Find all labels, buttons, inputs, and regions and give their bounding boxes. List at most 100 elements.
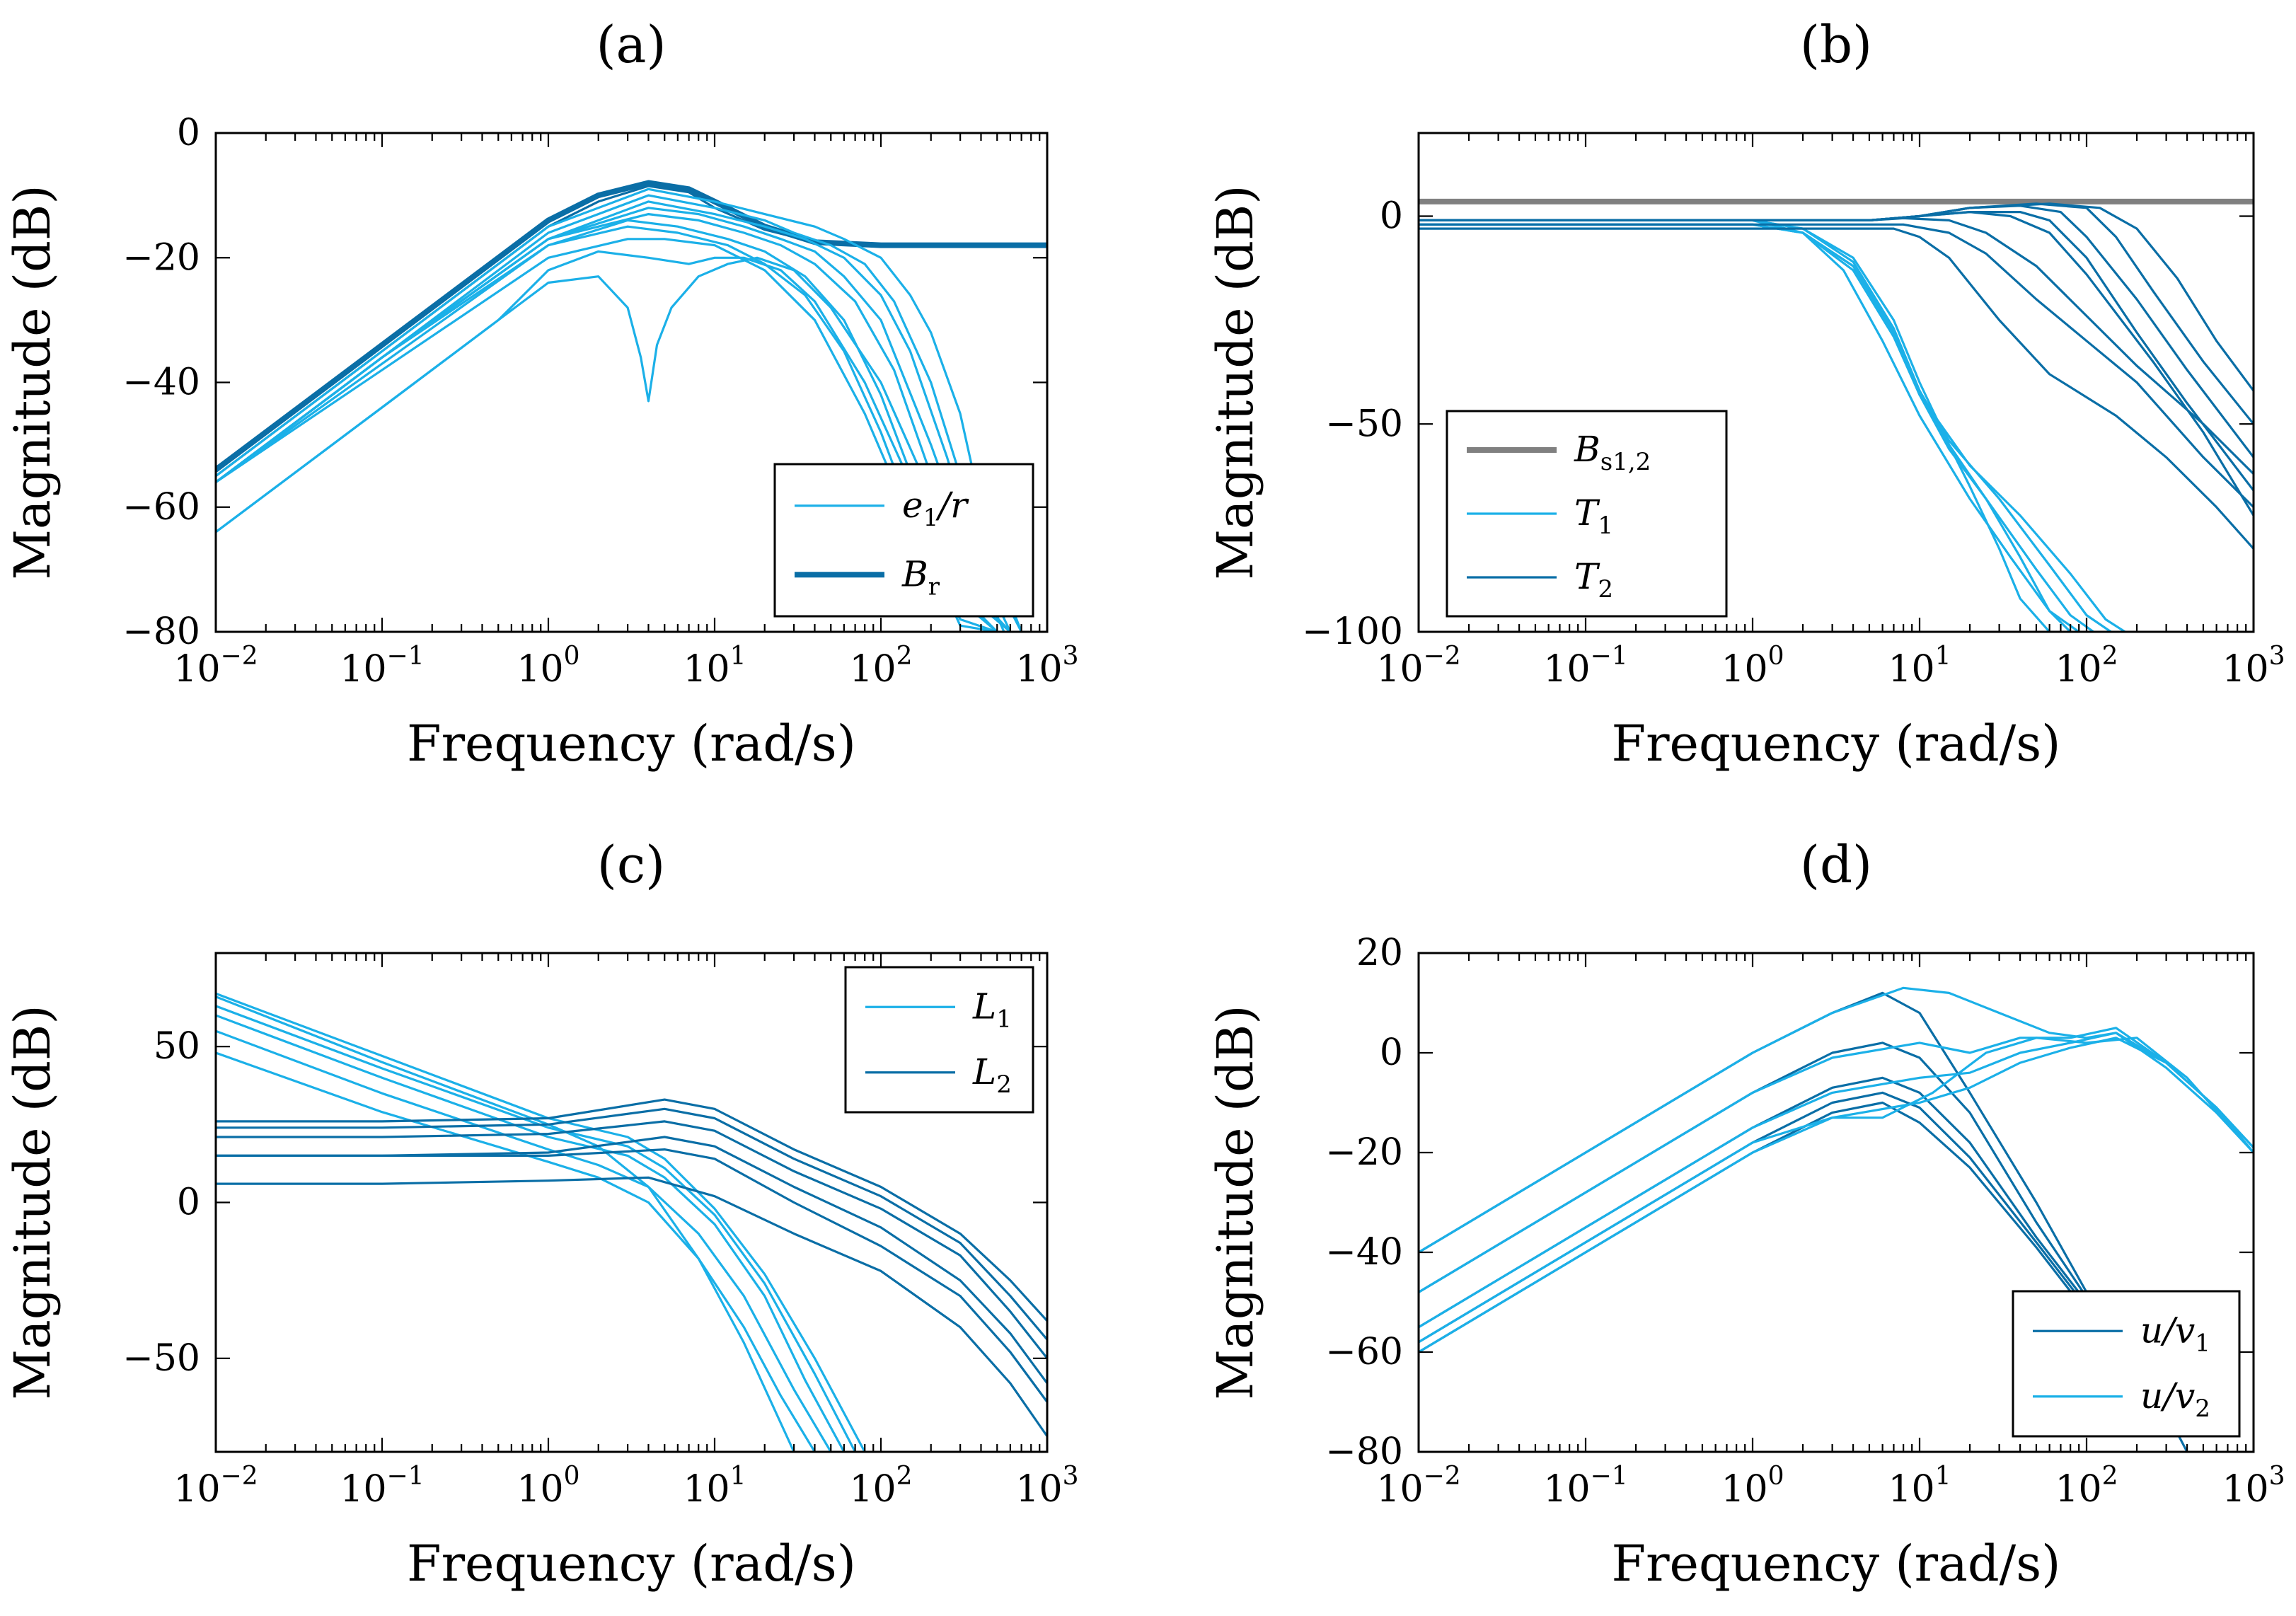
y-tick-label: −100 (1302, 611, 1403, 653)
panel-c: (c) 10−2 10−1 100 101 102 103 50 0 −50 Frequency (… (4, 835, 1079, 1593)
x-tick-label: 100 (1721, 642, 1784, 691)
y-tick-label: −40 (1325, 1231, 1403, 1274)
x-tick-label: 10−1 (340, 642, 424, 691)
panel-title-d: (d) (1800, 835, 1872, 894)
series-line-c-7 (216, 1107, 1047, 1341)
series-line-c-4 (216, 1051, 817, 1452)
y-axis-label: Magnitude (dB) (1206, 185, 1264, 579)
legend-label: e1/r (902, 485, 969, 532)
x-tick-label: 101 (683, 642, 746, 691)
x-tick-label: 10−2 (173, 1462, 258, 1511)
series-group (216, 992, 1047, 1452)
y-tick-label: 20 (1356, 932, 1403, 974)
series-line-c-5 (216, 995, 795, 1452)
x-tick-label: 103 (2222, 1462, 2285, 1511)
x-tick-label: 10−1 (340, 1462, 424, 1511)
y-axis-label: Magnitude (dB) (4, 1005, 62, 1399)
series-line-c-8 (216, 1120, 1047, 1360)
y-tick-label: −40 (122, 362, 200, 404)
series-line-c-0 (216, 992, 866, 1452)
legend-label: u/v1 (2140, 1310, 2210, 1357)
panel-d: (d) 10−2 10−1 100 101 102 103 20 0 −20 −40 −60 −80 Fr… (1206, 835, 2285, 1593)
legend: e1/r Br (773, 463, 1034, 618)
legend-box (2012, 1290, 2241, 1438)
series-group (1419, 986, 2254, 1452)
y-axis-label: Magnitude (dB) (4, 185, 62, 579)
series-line-b-14 (1419, 227, 2254, 550)
x-tick-label: 100 (517, 1462, 579, 1511)
series-line-d-8 (1419, 1037, 2254, 1354)
legend-label: Bs1,2 (1574, 429, 1651, 476)
series-line-b-8 (1419, 202, 2254, 425)
series-group (1419, 198, 2254, 632)
series-line-a-11 (216, 250, 998, 632)
legend-label: Br (901, 553, 940, 601)
series-line-c-6 (216, 1098, 1047, 1322)
x-tick-label: 10−1 (1543, 642, 1627, 691)
y-tick-label: −20 (122, 236, 200, 279)
x-tick-label: 101 (1888, 1462, 1951, 1511)
y-axis-label: Magnitude (dB) (1206, 1005, 1264, 1399)
x-tick-label: 103 (1015, 1462, 1078, 1511)
series-line-c-2 (216, 1014, 846, 1452)
panel-title-c: (c) (597, 835, 666, 894)
x-tick-label: 10−1 (1543, 1462, 1627, 1511)
series-line-b-9 (1419, 202, 2254, 392)
axes-frame (1417, 132, 2255, 633)
y-tick-label: 0 (1380, 1032, 1403, 1074)
series-line-d-7 (1419, 1032, 2254, 1329)
legend-label: u/v2 (2140, 1375, 2210, 1423)
x-axis-label: Frequency (rad/s) (1612, 1535, 2061, 1593)
x-tick-label: 100 (517, 642, 579, 691)
y-tick-label: −80 (1325, 1431, 1403, 1473)
y-tick-label: −20 (1325, 1131, 1403, 1174)
panel-title-a: (a) (596, 15, 666, 74)
x-axis-label: Frequency (rad/s) (1612, 715, 2061, 773)
legend-box (844, 966, 1034, 1114)
y-tick-label: −50 (122, 1337, 200, 1380)
x-axis-label: Frequency (rad/s) (407, 1535, 856, 1593)
series-line-a-10 (216, 256, 1012, 632)
x-tick-label: 102 (2055, 642, 2118, 691)
x-tick-label: 10−2 (1376, 642, 1460, 691)
series-line-c-1 (216, 1005, 857, 1452)
series-line-d-9 (1419, 1037, 2254, 1344)
legend-box (773, 463, 1034, 618)
y-tick-label: 0 (177, 1182, 200, 1224)
y-tick-label: −80 (122, 611, 200, 653)
x-tick-label: 10−2 (1376, 1462, 1460, 1511)
x-ticks (214, 133, 1041, 632)
y-tick-label: 0 (1380, 195, 1403, 238)
x-ticks (1417, 953, 2247, 1452)
x-tick-label: 101 (683, 1462, 746, 1511)
legend: Bs1,2 T1 T2 (1446, 410, 1728, 618)
series-line-c-11 (216, 1176, 1047, 1438)
x-axis-label: Frequency (rad/s) (407, 715, 856, 773)
series-line-a-1 (216, 185, 1047, 478)
x-tick-label: 10−2 (173, 642, 258, 691)
x-tick-label: 102 (2055, 1462, 2118, 1511)
y-tick-label: 50 (154, 1025, 200, 1068)
y-tick-label: −60 (122, 486, 200, 529)
x-tick-label: 101 (1888, 642, 1951, 691)
series-line-b-12 (1419, 217, 2254, 475)
x-tick-label: 102 (849, 642, 912, 691)
panel-b: (b) 10−2 10−1 100 101 102 103 0 −50 −100 Frequency… (1206, 15, 2285, 773)
legend-label: T2 (1574, 556, 1613, 604)
series-line-d-5 (1419, 986, 2254, 1254)
x-tick-label: 103 (2222, 642, 2285, 691)
x-ticks (214, 953, 1041, 1452)
x-ticks (1417, 133, 2247, 632)
x-tick-label: 100 (1721, 1462, 1784, 1511)
panel-title-b: (b) (1800, 15, 1872, 74)
series-line-c-10 (216, 1148, 1047, 1404)
x-tick-label: 102 (849, 1462, 912, 1511)
y-tick-label: −60 (1325, 1331, 1403, 1373)
series-line-a-3 (216, 194, 1023, 632)
series-line-b-13 (1419, 223, 2254, 509)
y-tick-label: 0 (177, 112, 200, 154)
legend-label: L2 (972, 1051, 1012, 1099)
x-tick-label: 103 (1015, 642, 1078, 691)
